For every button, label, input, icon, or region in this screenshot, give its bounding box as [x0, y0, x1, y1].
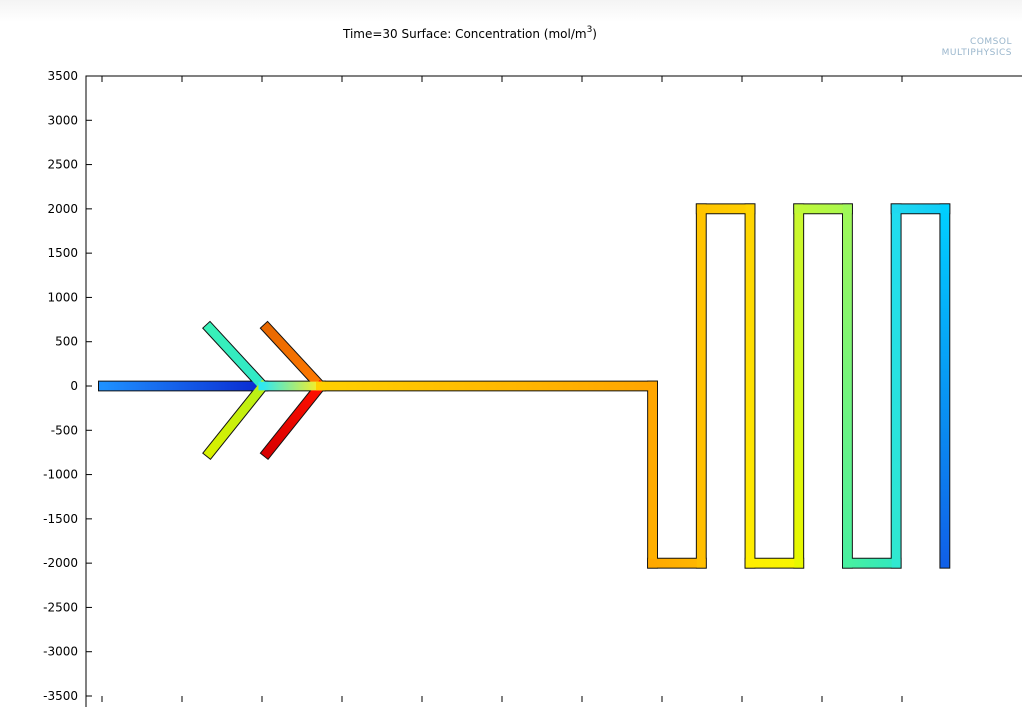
upper-right-branch	[261, 322, 327, 393]
y-tick-label: 2000	[47, 202, 78, 216]
plot-title-suffix: )	[592, 27, 597, 41]
plot-title: Time=30 Surface: Concentration (mol/m3)	[342, 25, 597, 41]
y-tick-label: 500	[55, 335, 78, 349]
y-tick-label: 1500	[47, 246, 78, 260]
plot-title-main: Time=30 Surface: Concentration (mol/m	[342, 27, 587, 41]
y-tick-label: -1500	[43, 512, 78, 526]
y-tick-label: 3500	[47, 69, 78, 83]
x-axis	[101, 76, 903, 702]
plot-title-superscript: 3	[587, 25, 593, 35]
lower-left-branch	[203, 379, 270, 459]
y-tick-label: 1000	[47, 290, 78, 304]
plot-frame	[85, 75, 1022, 707]
y-tick-label: 0	[70, 379, 78, 393]
y-tick-label: -1000	[43, 468, 78, 482]
y-tick-label: 3000	[47, 113, 78, 127]
y-tick-label: -2500	[43, 600, 78, 614]
y-tick-label: -500	[51, 423, 78, 437]
upper-left-branch	[203, 322, 270, 393]
lower-right-branch	[261, 379, 327, 459]
channel-geometry	[98, 203, 951, 569]
y-axis: 3500 3000 2500 2000 1500 1000 500 0 -500 -1000 -15…	[43, 69, 92, 703]
logo-line-1: COMSOL	[970, 37, 1012, 47]
y-tick-label: -3000	[43, 645, 78, 659]
comsol-logo: COMSOL MULTIPHYSICS	[942, 37, 1012, 58]
y-tick-label: 2500	[47, 158, 78, 172]
page-headline	[0, 0, 1022, 22]
y-tick-label: -2000	[43, 556, 78, 570]
y-tick-label: -3500	[43, 689, 78, 703]
logo-line-2: MULTIPHYSICS	[942, 48, 1012, 58]
